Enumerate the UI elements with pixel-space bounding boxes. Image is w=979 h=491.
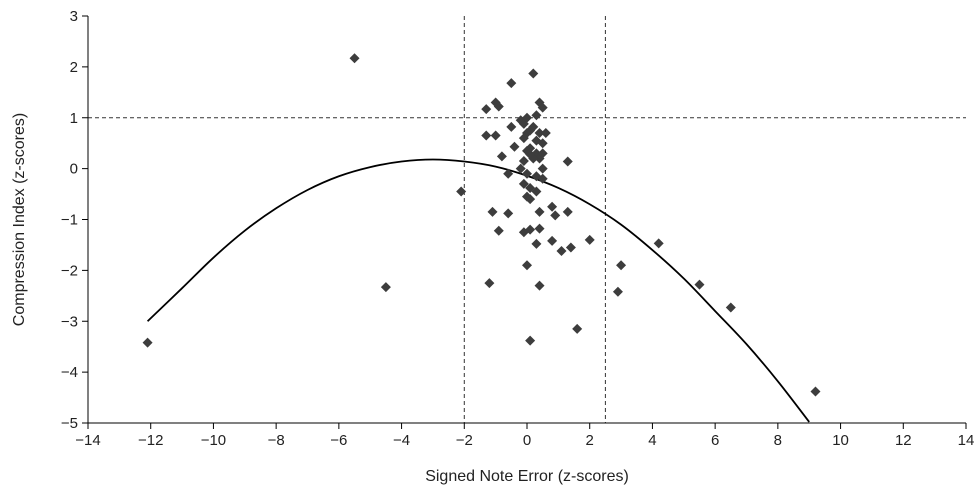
y-tick-label: −2	[61, 262, 78, 279]
data-point	[509, 141, 520, 152]
data-point	[565, 242, 576, 253]
data-point	[503, 168, 514, 179]
data-point	[534, 206, 545, 217]
data-point	[694, 279, 705, 290]
x-tick-label: 4	[648, 432, 656, 449]
data-point	[493, 225, 504, 236]
data-point	[531, 110, 542, 121]
x-tick-label: 0	[523, 432, 531, 449]
trendline-group	[146, 158, 810, 423]
data-point	[487, 206, 498, 217]
data-point	[142, 337, 153, 348]
x-tick-label: −10	[201, 432, 226, 449]
data-point	[518, 178, 529, 189]
data-point	[537, 173, 548, 184]
trendline	[146, 158, 810, 423]
y-tick-label: 0	[70, 161, 78, 178]
data-point	[556, 246, 567, 257]
data-point	[522, 168, 532, 179]
data-point	[547, 235, 558, 246]
x-tick-label: −2	[456, 432, 473, 449]
data-point	[481, 104, 492, 115]
data-point	[810, 386, 821, 397]
y-tick-label: 1	[70, 110, 78, 127]
data-point	[490, 130, 501, 141]
y-tick-label: −5	[61, 415, 78, 432]
data-point	[540, 128, 551, 139]
data-point	[506, 121, 517, 132]
data-point	[584, 234, 595, 245]
x-axis-title: Signed Note Error (z-scores)	[425, 468, 629, 485]
x-tick-label: 10	[832, 432, 849, 449]
data-points	[142, 53, 821, 397]
data-point	[522, 260, 532, 271]
data-point	[537, 138, 548, 149]
y-tick-label: 2	[70, 59, 78, 76]
data-point	[616, 260, 627, 271]
data-point	[531, 186, 542, 197]
data-point	[525, 335, 536, 346]
data-point	[562, 206, 573, 217]
data-point	[522, 112, 532, 123]
data-point	[534, 223, 545, 234]
data-point	[562, 156, 573, 167]
y-tick-label: 3	[70, 8, 78, 25]
data-point	[525, 149, 536, 160]
x-tick-label: −8	[268, 432, 285, 449]
data-point	[537, 102, 548, 113]
data-point	[725, 302, 736, 313]
data-point	[547, 201, 558, 212]
data-point	[528, 121, 539, 132]
y-tick-label: −3	[61, 313, 78, 330]
data-point	[537, 163, 548, 174]
x-tick-label: −14	[75, 432, 100, 449]
data-point	[493, 101, 504, 112]
data-point	[612, 286, 623, 297]
data-point	[484, 278, 495, 289]
data-point	[506, 78, 517, 89]
data-point	[518, 155, 529, 166]
data-point	[481, 130, 492, 141]
x-tick-label: 6	[711, 432, 719, 449]
y-tick-label: −4	[61, 364, 78, 381]
data-point	[380, 282, 391, 293]
data-point	[525, 194, 536, 205]
data-point	[572, 323, 583, 334]
y-tick-label: −1	[61, 212, 78, 229]
x-tick-label: 2	[586, 432, 594, 449]
data-point	[531, 238, 542, 249]
data-point	[534, 280, 545, 291]
x-tick-label: −12	[138, 432, 163, 449]
y-axis-title: Compression Index (z-scores)	[11, 113, 28, 326]
data-point	[515, 163, 526, 174]
data-point	[456, 186, 467, 197]
data-point	[349, 53, 360, 64]
x-tick-label: 14	[958, 432, 975, 449]
x-tick-label: −6	[330, 432, 347, 449]
axes	[87, 16, 966, 424]
y-axis-ticks: −5 −4 −3 −2 −1 0 1 2 3	[61, 8, 88, 432]
data-point	[550, 210, 561, 221]
data-point	[503, 208, 514, 219]
x-tick-label: 12	[895, 432, 912, 449]
data-point	[653, 238, 664, 249]
data-point	[525, 224, 536, 235]
reference-lines	[88, 16, 966, 423]
data-point	[537, 148, 548, 159]
data-point	[518, 133, 529, 144]
data-point	[496, 151, 507, 162]
x-axis-ticks: −14 −12 −10 −8 −6 −4 −2 0 2 4 6 8 10 12 14	[75, 423, 974, 449]
x-tick-label: −4	[393, 432, 410, 449]
data-point	[528, 68, 539, 79]
data-point	[534, 128, 545, 139]
x-tick-label: 8	[774, 432, 782, 449]
